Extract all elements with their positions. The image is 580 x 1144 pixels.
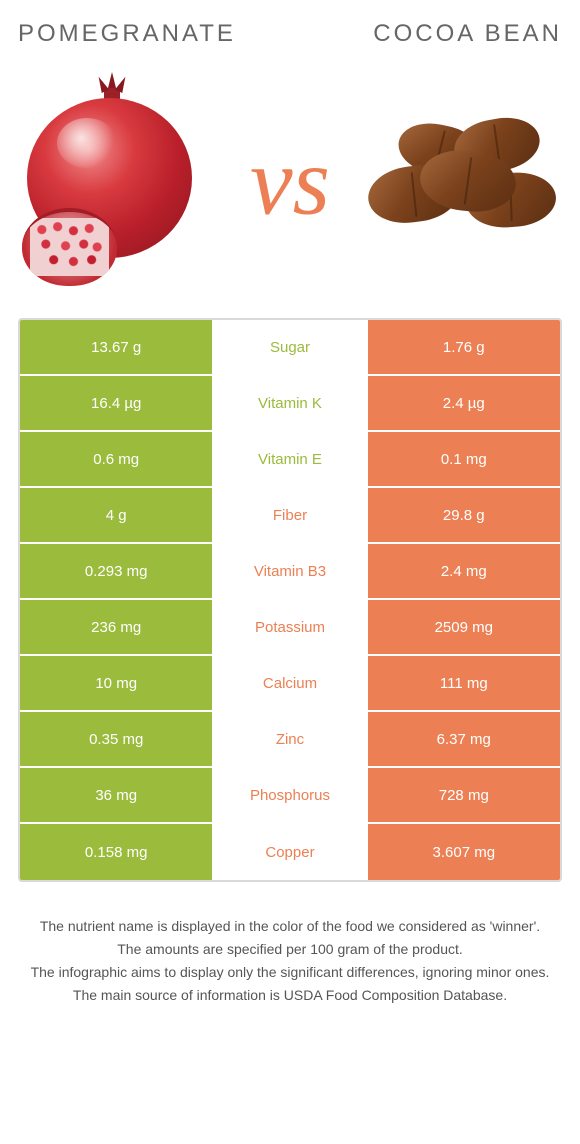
right-value: 111 mg [366,656,560,710]
left-value: 10 mg [20,656,214,710]
nutrient-name: Fiber [214,488,365,542]
right-food-title: COCOA BEAN [373,20,562,48]
right-value: 1.76 g [366,320,560,374]
right-value: 2.4 mg [366,544,560,598]
table-row: 0.293 mgVitamin B32.4 mg [20,544,560,600]
left-value: 13.67 g [20,320,214,374]
table-row: 236 mgPotassium2509 mg [20,600,560,656]
left-value: 0.293 mg [20,544,214,598]
nutrient-name: Zinc [214,712,365,766]
table-row: 10 mgCalcium111 mg [20,656,560,712]
table-row: 4 gFiber29.8 g [20,488,560,544]
nutrient-name: Vitamin K [214,376,365,430]
nutrient-name: Copper [214,824,365,880]
left-value: 0.35 mg [20,712,214,766]
pomegranate-image [22,76,222,286]
nutrient-name: Vitamin E [214,432,365,486]
nutrient-name: Sugar [214,320,365,374]
left-value: 16.4 µg [20,376,214,430]
left-value: 36 mg [20,768,214,822]
footer-line: The infographic aims to display only the… [30,962,550,983]
right-value: 2509 mg [366,600,560,654]
right-value: 29.8 g [366,488,560,542]
nutrient-table: 13.67 gSugar1.76 g16.4 µgVitamin K2.4 µg… [18,318,562,882]
cocoa-bean-image [368,111,558,251]
footer-line: The nutrient name is displayed in the co… [30,916,550,937]
nutrient-name: Phosphorus [214,768,365,822]
left-value: 236 mg [20,600,214,654]
table-row: 0.35 mgZinc6.37 mg [20,712,560,768]
nutrient-name: Potassium [214,600,365,654]
left-value: 0.158 mg [20,824,214,880]
table-row: 0.6 mgVitamin E0.1 mg [20,432,560,488]
vs-label: vs [250,126,330,237]
table-row: 16.4 µgVitamin K2.4 µg [20,376,560,432]
footer-notes: The nutrient name is displayed in the co… [18,916,562,1006]
footer-line: The main source of information is USDA F… [30,985,550,1006]
right-value: 2.4 µg [366,376,560,430]
right-value: 728 mg [366,768,560,822]
table-row: 0.158 mgCopper3.607 mg [20,824,560,880]
hero-row: vs [18,66,562,296]
right-value: 3.607 mg [366,824,560,880]
left-value: 4 g [20,488,214,542]
right-value: 0.1 mg [366,432,560,486]
table-row: 36 mgPhosphorus728 mg [20,768,560,824]
footer-line: The amounts are specified per 100 gram o… [30,939,550,960]
left-food-title: POMEGRANATE [18,20,236,48]
right-value: 6.37 mg [366,712,560,766]
nutrient-name: Calcium [214,656,365,710]
left-value: 0.6 mg [20,432,214,486]
table-row: 13.67 gSugar1.76 g [20,320,560,376]
nutrient-name: Vitamin B3 [214,544,365,598]
